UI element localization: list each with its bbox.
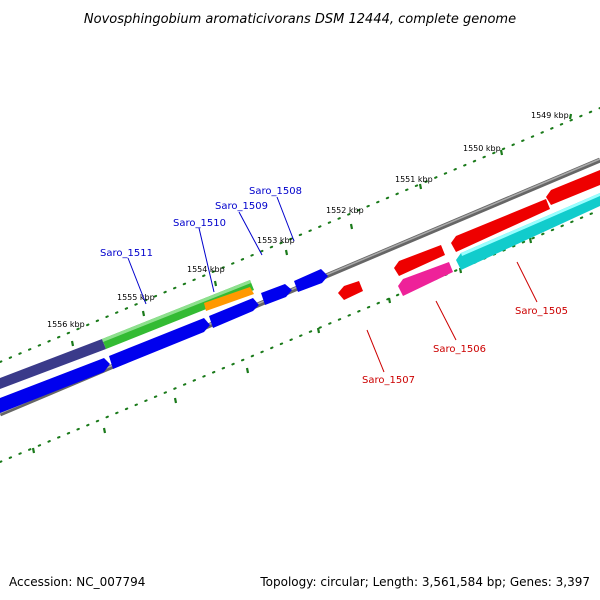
- gene-label-saro-1508[interactable]: Saro_1508: [249, 186, 302, 197]
- gene-label-saro-1510[interactable]: Saro_1510: [173, 218, 226, 229]
- kbp-label-1555: 1555 kbp: [117, 293, 155, 302]
- kbp-label-1550: 1550 kbp: [463, 144, 501, 153]
- genome-summary-text: Topology: circular; Length: 3,561,584 bp…: [259, 575, 590, 589]
- cds-navy: [0, 339, 106, 389]
- gene-label-saro-1506[interactable]: Saro_1506: [433, 344, 486, 355]
- cds-blue-1: [0, 358, 110, 413]
- reverse-cds-red: [338, 170, 600, 300]
- cds-blue-3: [209, 298, 259, 328]
- upper-tick-track: [0, 107, 600, 363]
- gene-labels: Saro_1511 Saro_1510 Saro_1509 Saro_1508 …: [100, 186, 568, 386]
- reverse-cds-lower: [398, 193, 600, 296]
- cds-orange: [204, 287, 254, 311]
- cds-red-1: [338, 281, 363, 300]
- major-ticks-upper: [70, 113, 573, 347]
- forward-cds-blue: [0, 269, 328, 413]
- kbp-label-1549: 1549 kbp: [531, 111, 569, 120]
- kbp-label-1553: 1553 kbp: [257, 236, 295, 245]
- cds-blue-2: [109, 318, 210, 369]
- cds-blue-5: [294, 269, 328, 292]
- cds-blue-4: [261, 284, 292, 305]
- gene-label-saro-1511[interactable]: Saro_1511: [100, 248, 153, 259]
- kbp-label-1551: 1551 kbp: [395, 175, 433, 184]
- cds-green-highlight: [102, 280, 251, 342]
- major-ticks-lower: [31, 237, 533, 454]
- accession-text: Accession: NC_007794: [9, 575, 145, 589]
- kbp-labels: 1549 kbp 1550 kbp 1551 kbp 1552 kbp 1553…: [47, 111, 569, 329]
- gene-label-saro-1507[interactable]: Saro_1507: [362, 375, 415, 386]
- cds-magenta: [398, 262, 453, 296]
- kbp-label-1552: 1552 kbp: [326, 206, 364, 215]
- map-title: Novosphingobium aromaticivorans DSM 1244…: [84, 12, 516, 27]
- cds-green: [102, 280, 254, 349]
- gene-label-saro-1505[interactable]: Saro_1505: [515, 306, 568, 317]
- kbp-label-1554: 1554 kbp: [187, 265, 225, 274]
- forward-cds-upper: [0, 280, 254, 389]
- cds-red-2: [394, 245, 445, 276]
- cds-red-4: [546, 170, 600, 205]
- cds-cyan: [456, 193, 600, 270]
- kbp-label-1556: 1556 kbp: [47, 320, 85, 329]
- cds-cyan-highlight: [461, 193, 600, 256]
- cds-red-3: [451, 199, 550, 252]
- lower-tick-track: [0, 209, 600, 463]
- gene-label-saro-1509[interactable]: Saro_1509: [215, 201, 268, 212]
- gene-leaders: [127, 196, 538, 373]
